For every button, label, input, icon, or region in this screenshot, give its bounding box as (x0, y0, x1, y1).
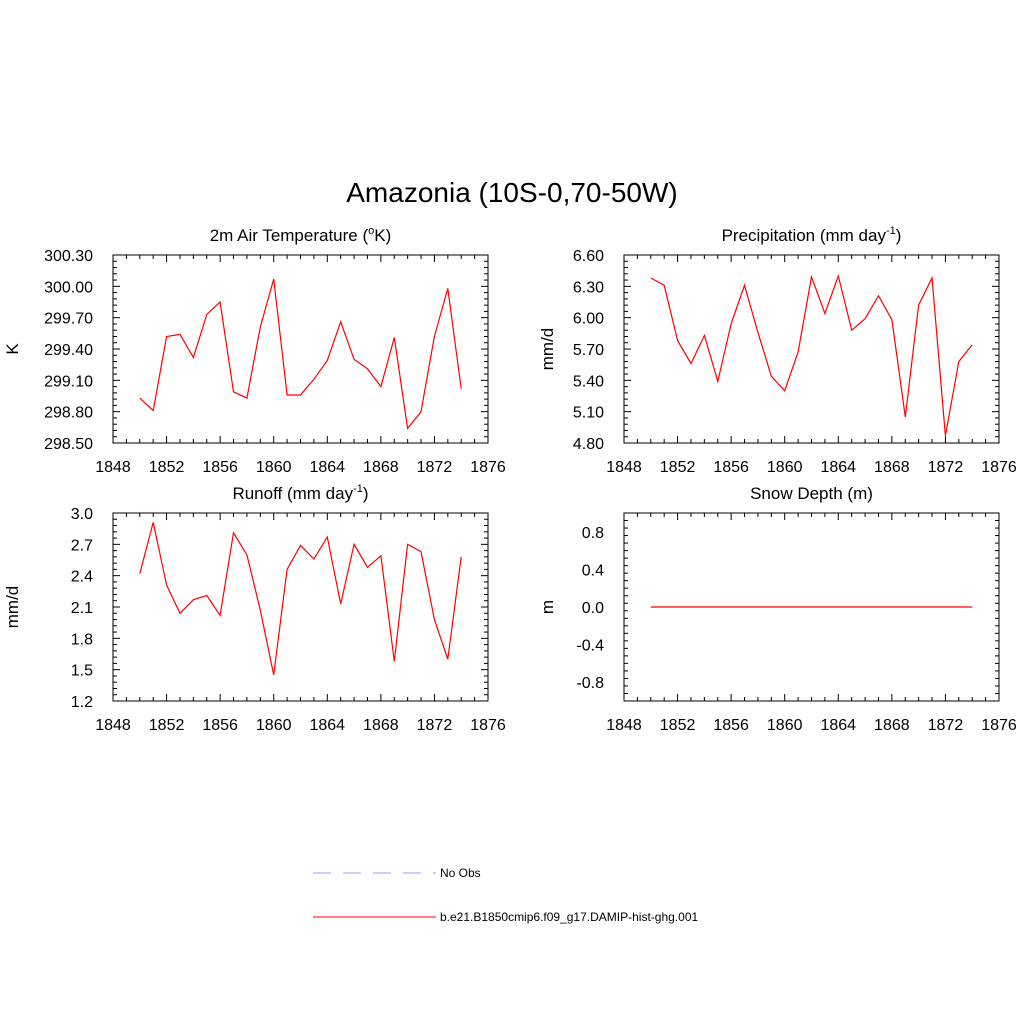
runoff-y-tick-label: 3.0 (71, 506, 93, 523)
snow-depth-x-tick-label: 1864 (820, 717, 856, 734)
runoff-x-tick-label: 1872 (417, 717, 453, 734)
snow-depth-panel: 1848 1852 1856 1860 1864 1868 1872 1876 -0.8 -0.4… (538, 484, 1017, 734)
precipitation-y-tick-label: 6.60 (573, 248, 604, 265)
legend-label: b.e21.B1850cmip6.f09_g17.DAMIP-hist-ghg.… (440, 910, 698, 924)
runoff-y-tick-label: 2.7 (71, 537, 93, 554)
precipitation-y-axis-label: mm/d (538, 328, 557, 371)
air-temperature-x-tick-label: 1856 (202, 459, 238, 476)
air-temperature-y-tick-label: 298.50 (44, 436, 93, 453)
snow-depth-y-tick-label: -0.8 (576, 675, 604, 692)
air-temperature-y-tick-label: 299.10 (44, 373, 93, 390)
air-temperature-x-tick-label: 1876 (470, 459, 506, 476)
snow-depth-y-axis-label: m (538, 600, 557, 614)
air-temperature-x-tick-label: 1872 (417, 459, 453, 476)
runoff-y-tick-label: 1.5 (71, 663, 93, 680)
precipitation-series-line (650, 273, 973, 436)
precipitation-y-tick-label: 5.40 (573, 373, 604, 390)
air-temperature-y-axis-label: K (3, 343, 22, 355)
legend-item: No Obs (313, 866, 481, 880)
precipitation-title-main: Precipitation (mm day (722, 226, 887, 245)
runoff-y-tick-label: 1.8 (71, 631, 93, 648)
runoff-title: Runoff (mm day-1) (232, 483, 368, 503)
precipitation-x-tick-label: 1856 (713, 459, 749, 476)
precipitation-x-tick-label: 1876 (981, 459, 1017, 476)
snow-depth-x-tick-label: 1868 (874, 717, 910, 734)
snow-depth-x-tick-label: 1856 (713, 717, 749, 734)
precipitation-y-tick-label: 6.30 (573, 279, 604, 296)
precipitation-title: Precipitation (mm day-1) (722, 225, 902, 245)
air-temperature-y-tick-label: 300.00 (44, 279, 93, 296)
precipitation-title-superscript: -1 (886, 225, 896, 237)
runoff-title-suffix: ) (363, 484, 369, 503)
air-temperature-panel: 1848 1852 1856 1860 1864 1868 1872 1876 298.50 29… (3, 225, 506, 476)
precipitation-title-suffix: ) (896, 226, 902, 245)
air-temperature-x-tick-label: 1860 (256, 459, 292, 476)
runoff-panel: 1848 1852 1856 1860 1864 1868 1872 1876 1.2 1.5 1.… (3, 483, 506, 734)
runoff-y-tick-label: 2.1 (71, 600, 93, 617)
air-temperature-title-superscript: o (368, 225, 374, 237)
snow-depth-y-tick-label: 0.8 (582, 525, 604, 542)
runoff-x-tick-label: 1848 (95, 717, 131, 734)
air-temperature-title-main: 2m Air Temperature ( (210, 226, 369, 245)
runoff-x-tick-label: 1876 (470, 717, 506, 734)
runoff-x-tick-label: 1868 (363, 717, 399, 734)
runoff-x-tick-label: 1864 (309, 717, 345, 734)
precipitation-x-tick-label: 1860 (767, 459, 803, 476)
runoff-series-line (139, 522, 462, 676)
snow-depth-x-tick-label: 1860 (767, 717, 803, 734)
precipitation-x-tick-label: 1872 (928, 459, 964, 476)
runoff-title-main: Runoff (mm day (232, 484, 353, 503)
air-temperature-x-tick-label: 1852 (149, 459, 185, 476)
snow-depth-x-tick-label: 1848 (606, 717, 642, 734)
snow-depth-x-tick-label: 1852 (660, 717, 696, 734)
air-temperature-y-tick-label: 298.80 (44, 405, 93, 422)
runoff-y-tick-label: 2.4 (71, 569, 93, 586)
air-temperature-x-tick-label: 1848 (95, 459, 131, 476)
precipitation-x-tick-label: 1864 (820, 459, 856, 476)
snow-depth-y-tick-label: 0.4 (582, 562, 604, 579)
runoff-y-axis-label: mm/d (3, 586, 22, 629)
snow-depth-title-main: Snow Depth (m) (750, 484, 873, 503)
snow-depth-y-tick-label: 0.0 (582, 600, 604, 617)
precipitation-x-tick-label: 1848 (606, 459, 642, 476)
air-temperature-y-tick-label: 299.40 (44, 342, 93, 359)
precipitation-y-tick-label: 5.70 (573, 342, 604, 359)
legend-label: No Obs (440, 866, 481, 880)
air-temperature-y-tick-label: 300.30 (44, 248, 93, 265)
air-temperature-x-tick-label: 1864 (309, 459, 345, 476)
snow-depth-x-tick-label: 1872 (928, 717, 964, 734)
snow-depth-x-tick-label: 1876 (981, 717, 1017, 734)
air-temperature-series-line (139, 278, 462, 430)
air-temperature-y-tick-label: 299.70 (44, 311, 93, 328)
runoff-y-tick-label: 1.2 (71, 694, 93, 711)
air-temperature-title-suffix: K) (374, 226, 391, 245)
legend: No Obs b.e21.B1850cmip6.f09_g17.DAMIP-his… (313, 866, 698, 924)
runoff-x-tick-label: 1860 (256, 717, 292, 734)
panels: 1848 1852 1856 1860 1864 1868 1872 1876 298.50 29… (3, 225, 1017, 734)
precipitation-y-tick-label: 5.10 (573, 405, 604, 422)
precipitation-y-tick-label: 6.00 (573, 311, 604, 328)
runoff-x-tick-label: 1852 (149, 717, 185, 734)
precipitation-x-tick-label: 1868 (874, 459, 910, 476)
precipitation-x-tick-label: 1852 (660, 459, 696, 476)
air-temperature-x-tick-label: 1868 (363, 459, 399, 476)
legend-item: b.e21.B1850cmip6.f09_g17.DAMIP-hist-ghg.… (313, 910, 698, 924)
figure-title: Amazonia (10S-0,70-50W) (346, 177, 677, 208)
runoff-x-tick-label: 1856 (202, 717, 238, 734)
precipitation-panel: 1848 1852 1856 1860 1864 1868 1872 1876 4.80 5.10… (538, 225, 1017, 476)
air-temperature-title: 2m Air Temperature (oK) (210, 225, 392, 245)
runoff-title-superscript: -1 (353, 483, 363, 495)
precipitation-y-tick-label: 4.80 (573, 436, 604, 453)
snow-depth-title: Snow Depth (m) (750, 484, 873, 503)
snow-depth-y-tick-label: -0.4 (576, 638, 604, 655)
